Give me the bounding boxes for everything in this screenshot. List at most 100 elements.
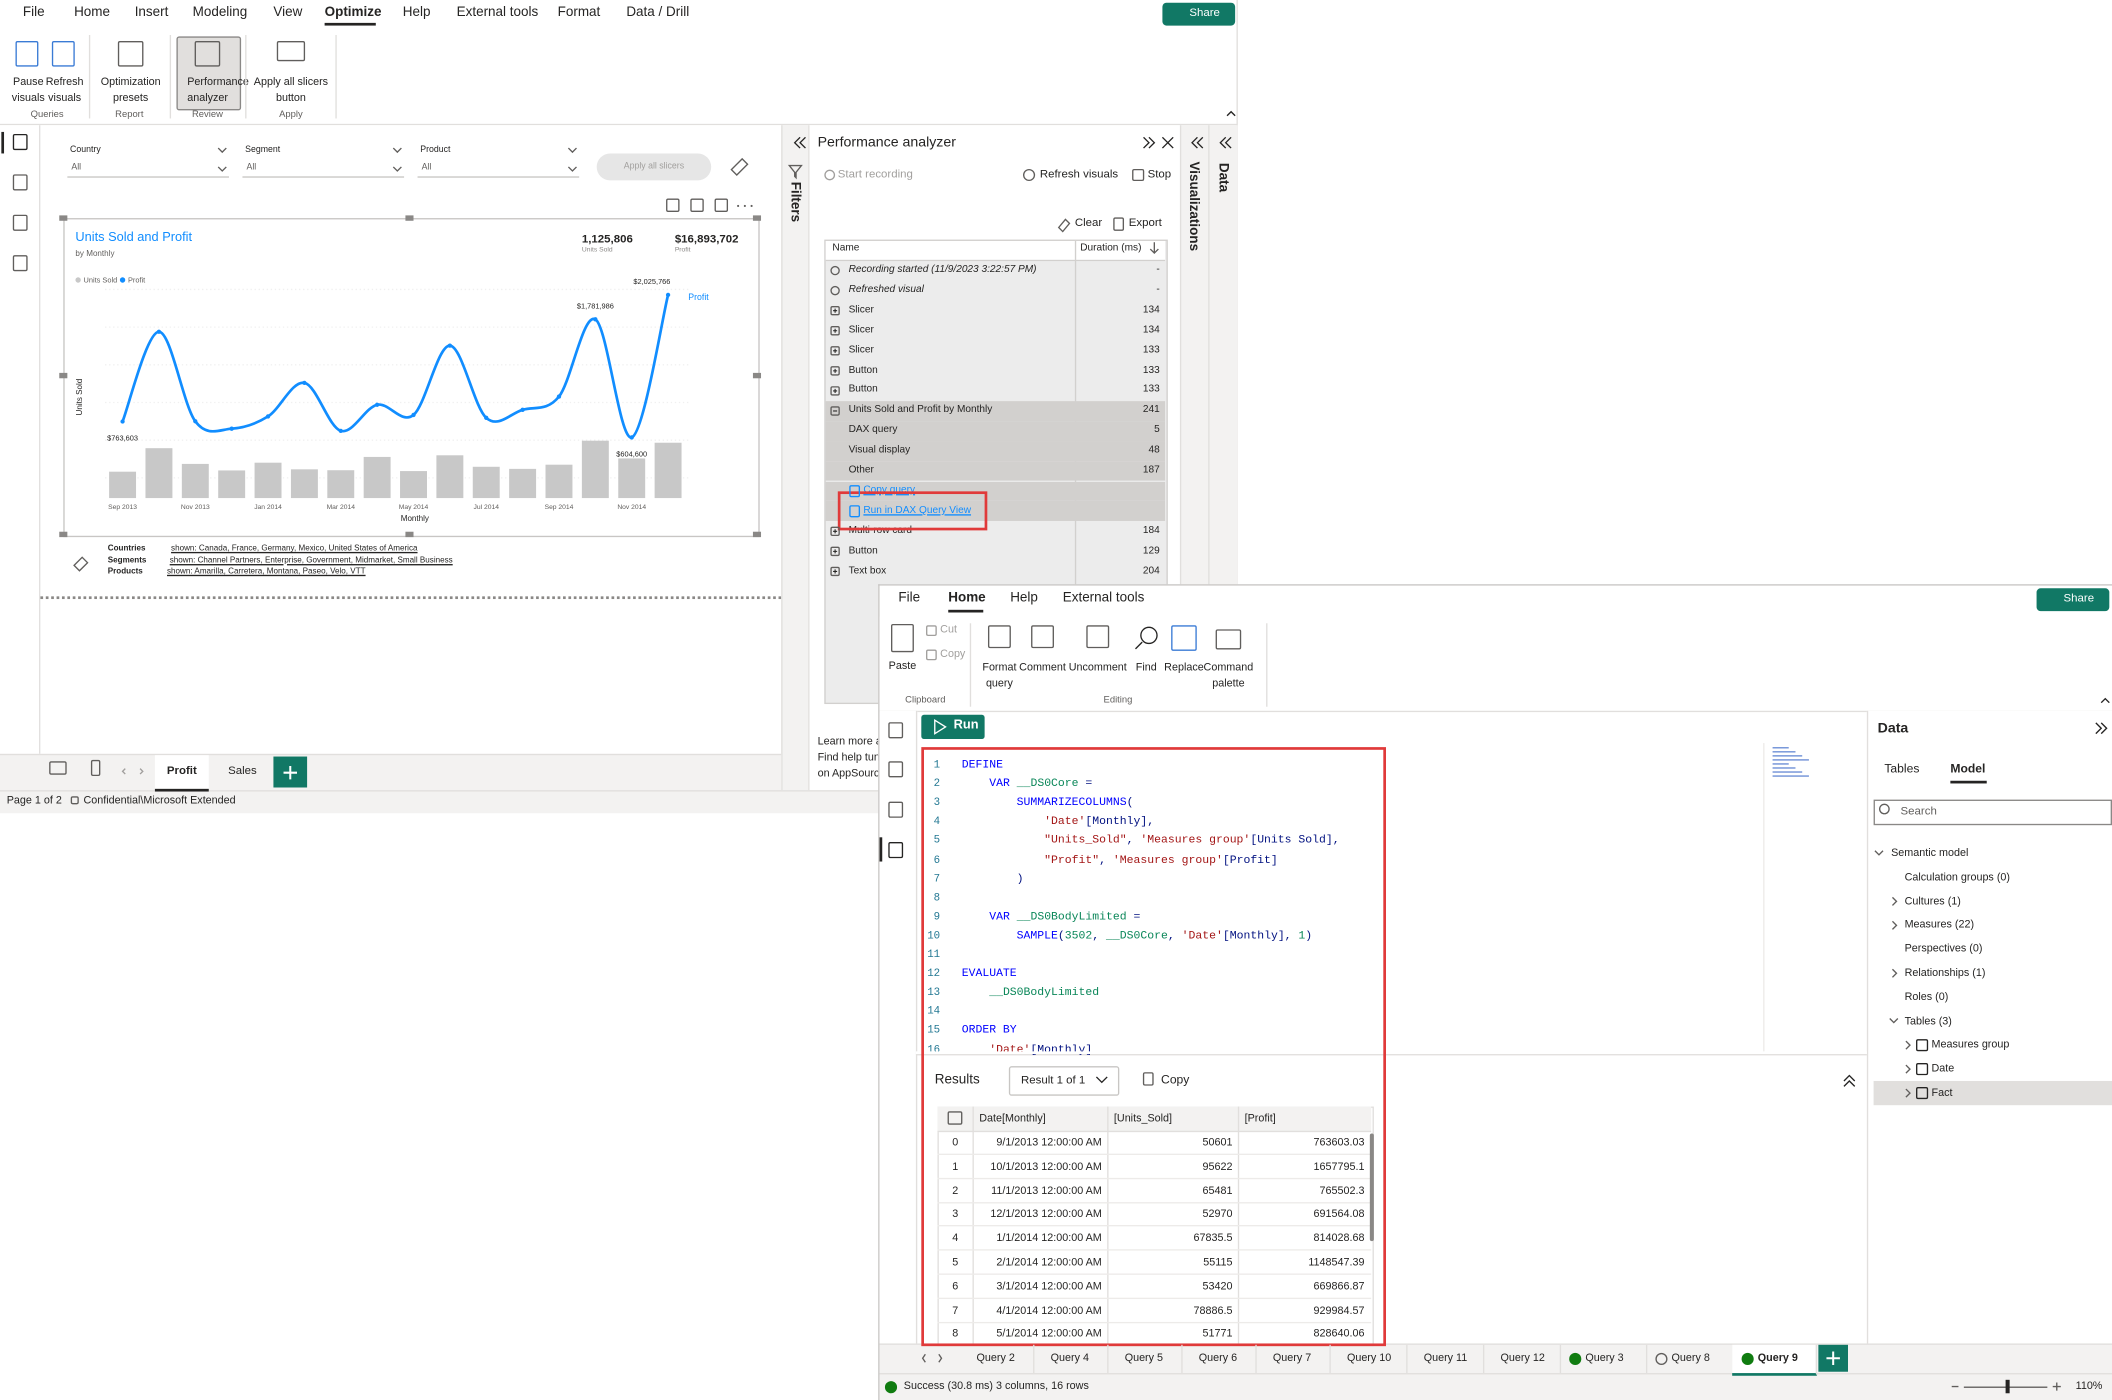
tree-item[interactable]: Roles (0) <box>1904 990 1949 1003</box>
perf-row-highlight <box>825 421 1166 442</box>
ribbon-button-label[interactable]: Uncomment <box>1068 660 1127 674</box>
perf-row-duration: 134 <box>1142 322 1160 335</box>
menu-item[interactable]: Data / Drill <box>626 5 690 21</box>
row-date: 11/1/2013 12:00:00 AM <box>991 1184 1102 1197</box>
share-button[interactable]: Share <box>2036 588 2110 612</box>
query-tab[interactable]: Query 11 <box>1406 1344 1485 1374</box>
tree-item[interactable]: Relationships (1) <box>1904 966 1986 979</box>
perf-row-name[interactable]: Refreshed visual <box>848 282 924 295</box>
tree-item[interactable]: Date <box>1931 1062 1955 1075</box>
perf-start-recording[interactable]: Start recording <box>837 166 913 181</box>
tree-item[interactable]: Perspectives (0) <box>1904 942 1983 955</box>
ribbon-button-label[interactable]: Performance analyzer <box>187 75 249 104</box>
perf-clear[interactable]: Clear <box>1074 215 1103 229</box>
apply-all-slicers[interactable]: Apply all slicers <box>596 153 712 181</box>
share-button[interactable]: Share <box>1162 2 1236 26</box>
menu-item[interactable]: File <box>22 5 45 21</box>
query-tab[interactable]: Query 4 <box>1033 1344 1109 1374</box>
ribbon-button-label[interactable]: Command palette <box>1203 660 1254 690</box>
result-selector[interactable]: Result 1 of 1 <box>1008 1066 1120 1096</box>
menu-item[interactable]: Insert <box>134 5 169 21</box>
results-copy[interactable]: Copy <box>1161 1072 1190 1087</box>
menu-item[interactable]: File <box>898 590 921 606</box>
menu-item[interactable]: View <box>273 5 303 21</box>
row-index: 1 <box>952 1160 959 1173</box>
viz-pane-title[interactable]: Visualizations <box>1185 161 1201 252</box>
data-pane-tab[interactable]: Model <box>1950 761 1986 776</box>
query-tab[interactable]: Query 7 <box>1255 1344 1331 1374</box>
tree-item[interactable]: Calculation groups (0) <box>1904 870 2010 883</box>
tree-item[interactable]: Fact <box>1931 1086 1953 1099</box>
perf-export[interactable]: Export <box>1128 215 1162 229</box>
menu-item[interactable]: External tools <box>1062 590 1145 606</box>
perf-learn-more[interactable]: on AppSourc <box>817 767 880 780</box>
filter-note-label: Products <box>107 568 143 577</box>
perf-row-name[interactable]: Slicer <box>848 302 874 315</box>
query-tab[interactable]: Query 2 <box>959 1344 1035 1374</box>
ribbon-button-label[interactable]: Comment <box>1019 660 1066 674</box>
tree-item[interactable]: Semantic model <box>1891 846 1969 859</box>
menu-item[interactable]: Help <box>1010 590 1038 606</box>
code-line: EVALUATE <box>961 966 1017 981</box>
perf-row-name[interactable]: Copy query <box>863 483 916 496</box>
perf-row-name[interactable]: Run in DAX Query View <box>863 503 972 516</box>
add-page-button[interactable] <box>273 756 308 788</box>
perf-refresh-visuals[interactable]: Refresh visuals <box>1039 166 1119 181</box>
menu-item[interactable]: Optimize <box>324 5 382 21</box>
perf-row-name[interactable]: Units Sold and Profit by Monthly <box>848 402 993 416</box>
slicer-dropdown[interactable]: All <box>242 162 405 178</box>
ribbon-button-label[interactable]: Copy <box>940 647 966 660</box>
row-profit: 763603.03 <box>1313 1136 1365 1149</box>
menu-item[interactable]: Home <box>74 5 111 21</box>
query-tab[interactable]: Query 12 <box>1483 1344 1562 1374</box>
tree-item[interactable]: Cultures (1) <box>1904 894 1961 907</box>
search-box[interactable]: Search <box>1873 799 2112 826</box>
ribbon-button-label[interactable]: Cut <box>940 623 957 636</box>
data-pane-title[interactable]: Data <box>1215 162 1231 193</box>
ribbon-button-label[interactable]: Paste <box>888 659 917 672</box>
perf-row-duration: 187 <box>1142 463 1160 476</box>
status-zoom: 110% <box>2075 1379 2103 1392</box>
line-number: 4 <box>933 816 941 829</box>
menu-item[interactable]: Modeling <box>192 5 248 21</box>
query-tab[interactable]: Query 9 <box>1732 1344 1818 1376</box>
query-tab[interactable]: Query 6 <box>1181 1344 1257 1374</box>
filters-pane-title[interactable]: Filters <box>787 181 803 223</box>
query-tab[interactable]: Query 8 <box>1646 1344 1734 1374</box>
tree-item[interactable]: Measures group <box>1931 1038 2010 1051</box>
perf-row-name[interactable]: Button <box>848 362 878 375</box>
page-tab[interactable]: Profit <box>166 763 197 777</box>
line-number: 2 <box>933 778 941 791</box>
run-button[interactable]: Run <box>921 714 985 740</box>
menu-item[interactable]: Format <box>557 5 601 21</box>
ribbon-button-label[interactable]: Refresh visuals <box>45 75 84 104</box>
ribbon-button-label[interactable]: Find <box>1135 660 1157 674</box>
slicer-dropdown[interactable]: All <box>417 162 580 178</box>
query-tab[interactable]: Query 5 <box>1107 1344 1183 1374</box>
perf-row-name[interactable]: Recording started (11/9/2023 3:22:57 PM) <box>848 262 1037 275</box>
query-tab[interactable]: Query 3 <box>1560 1344 1648 1374</box>
page-tab[interactable]: Sales <box>228 763 257 777</box>
perf-row-name[interactable]: Button <box>848 382 878 395</box>
tree-item[interactable]: Measures (22) <box>1904 918 1975 931</box>
menu-item[interactable]: External tools <box>456 5 539 21</box>
ribbon-button-label[interactable]: Apply all slicers button <box>253 75 329 104</box>
perf-row-name[interactable]: Slicer <box>848 342 874 355</box>
add-query-button[interactable] <box>1818 1344 1849 1372</box>
perf-stop[interactable]: Stop <box>1147 166 1172 181</box>
perf-row-name[interactable]: Slicer <box>848 322 874 335</box>
data-pane-tab[interactable]: Tables <box>1884 761 1920 776</box>
row-date: 9/1/2013 12:00:00 AM <box>996 1136 1102 1149</box>
perf-row-name[interactable]: Button <box>848 543 878 556</box>
ribbon-button-label[interactable]: Optimization presets <box>100 75 161 104</box>
ribbon-button-label[interactable]: Pause visuals <box>11 75 45 104</box>
slicer-dropdown[interactable]: All <box>67 162 229 178</box>
menu-item[interactable]: Home <box>948 590 986 606</box>
perf-row-name[interactable]: Text box <box>848 563 887 576</box>
tree-item[interactable]: Tables (3) <box>1904 1014 1952 1027</box>
ribbon-button-label[interactable]: Format query <box>982 660 1017 690</box>
menu-item[interactable]: Help <box>402 5 431 21</box>
zoom-thumb[interactable] <box>2005 1379 2010 1394</box>
ribbon-button-label[interactable]: Replace <box>1164 660 1204 674</box>
query-tab[interactable]: Query 10 <box>1329 1344 1408 1374</box>
